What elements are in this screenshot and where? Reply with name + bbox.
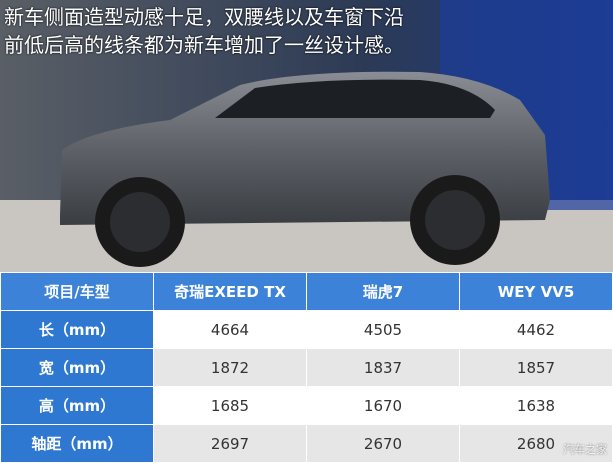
row-label: 长（mm） [0,310,154,349]
cell: 1638 [459,386,613,425]
row-label: 轴距（mm） [0,424,154,463]
watermark: 汽车之家 [563,443,607,456]
row-label: 宽（mm） [0,348,154,387]
table-row: 轴距（mm） 2697 2670 2680 [0,424,613,463]
row-label: 高（mm） [0,386,154,425]
header-row: 项目/车型 奇瑞EXEED TX 瑞虎7 WEY VV5 [0,272,613,311]
cell: 4664 [153,310,307,349]
caption: 前低后高的线条都为新车增加了一丝设计感。 [4,33,404,57]
cell: 1670 [306,386,460,425]
header-cell: 奇瑞EXEED TX [153,272,307,311]
cell: 2670 [306,424,460,463]
cell: 1857 [459,348,613,387]
caption: 新车侧面造型动感十足，双腰线以及车窗下沿 [4,5,404,29]
table-row: 高（mm） 1685 1670 1638 [0,386,613,425]
cell: 4505 [306,310,460,349]
cell: 1685 [153,386,307,425]
spec-table: 项目/车型 奇瑞EXEED TX 瑞虎7 WEY VV5 长（mm） 4664 45… [0,272,613,463]
cell: 4462 [459,310,613,349]
cell: 2697 [153,424,307,463]
header-cell: 瑞虎7 [306,272,460,311]
cell: 1872 [153,348,307,387]
cell: 2680 [459,424,613,463]
table-row: 宽（mm） 1872 1837 1857 [0,348,613,387]
cell: 1837 [306,348,460,387]
table-row: 长（mm） 4664 4505 4462 [0,310,613,349]
header-cell: WEY VV5 [459,272,613,311]
header-cell: 项目/车型 [0,272,154,311]
car-photo [0,0,613,272]
